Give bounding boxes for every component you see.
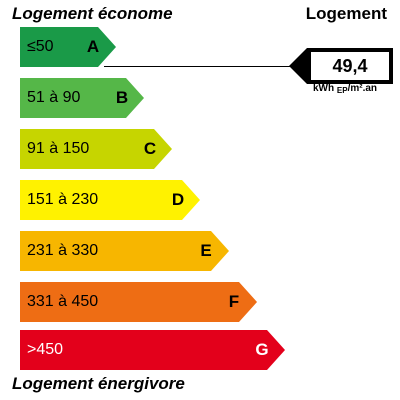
energy-bar-e-letter: E (200, 241, 212, 260)
energy-bar-f-shape (20, 282, 257, 322)
energy-bar-f-letter: F (228, 292, 240, 311)
energy-bar-b-letter: B (115, 88, 129, 107)
economical-housing-label: Logement économe (12, 4, 173, 23)
indicator-pointer-line (104, 66, 292, 67)
energy-bar-c-range: 91 à 150 (27, 140, 90, 157)
consumption-value: 49,4 (332, 56, 368, 76)
energy-bar-b-shape (20, 78, 144, 118)
consumption-indicator: 49,4 (289, 48, 393, 84)
energy-bar-c-letter: C (143, 139, 157, 158)
energy-bar-d-range: 151 à 230 (27, 191, 99, 208)
unit-subscript: EP (336, 86, 348, 95)
energy-bar-e-shape (20, 231, 229, 271)
energy-bar-c-shape (20, 129, 172, 169)
energy-bar-g-range: >450 (27, 341, 64, 358)
unit-suffix: /m².an (347, 83, 378, 94)
unit-prefix: kWh (313, 83, 335, 94)
energy-bar-a-letter: A (86, 37, 100, 56)
energy-bar-d-shape (20, 180, 200, 220)
energy-bar-f-range: 331 à 450 (27, 293, 99, 310)
energy-bar-b-range: 51 à 90 (27, 89, 81, 106)
energy-bar-a-shape (20, 27, 116, 67)
energy-bar-g-shape (20, 330, 285, 370)
indicator-arrow-shape (289, 48, 393, 84)
energy-intensive-housing-label: Logement énergivore (12, 374, 185, 393)
energy-bar-g-letter: G (255, 340, 269, 359)
energy-bar-a-range: ≤50 (27, 38, 54, 55)
consumption-unit: kWh EP/m².an (313, 83, 377, 95)
energy-bar-e-range: 231 à 330 (27, 242, 99, 259)
energy-bar-d-letter: D (171, 190, 185, 209)
housing-label: Logement (305, 4, 387, 23)
